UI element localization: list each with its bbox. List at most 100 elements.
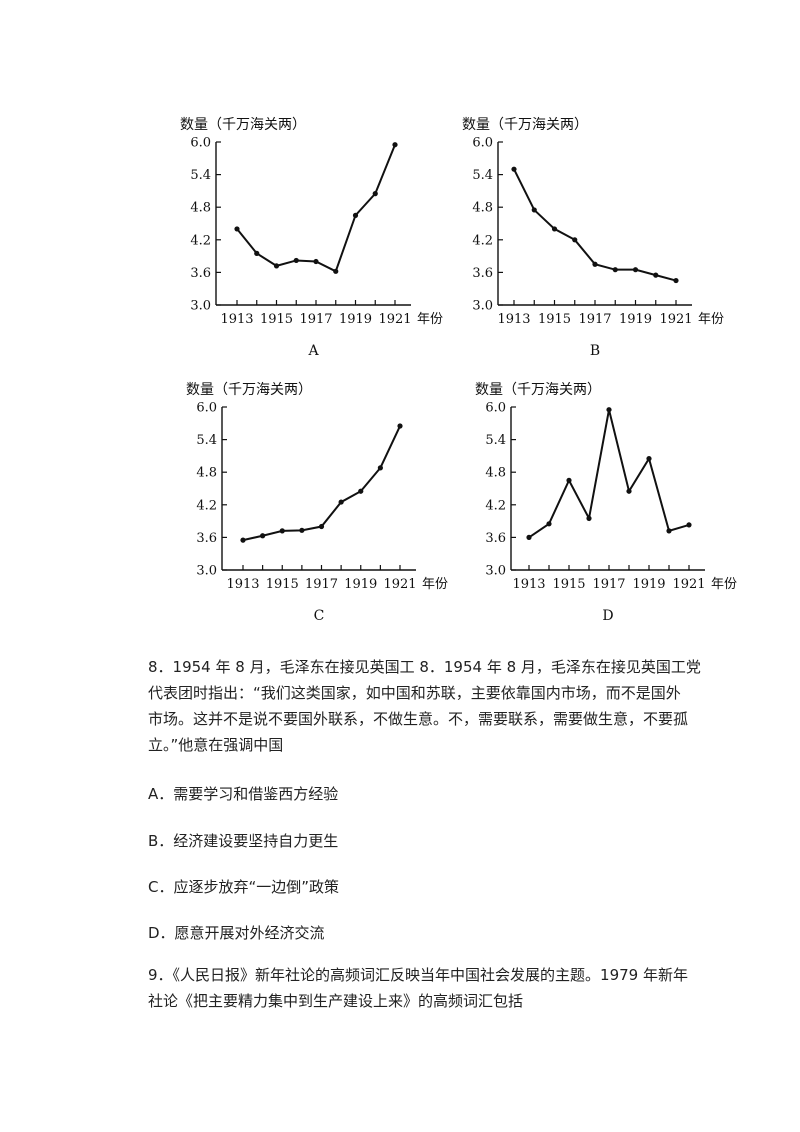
- x-tick-label: 1917: [299, 312, 332, 327]
- x-axis-label: 年份: [422, 577, 448, 592]
- x-tick-label: 1919: [344, 577, 377, 592]
- data-point: [299, 527, 305, 533]
- y-tick-label: 3.6: [472, 266, 493, 281]
- data-point: [397, 423, 403, 429]
- x-tick-label: 1913: [220, 312, 253, 327]
- x-tick-label: 1915: [538, 312, 571, 327]
- x-tick-label: 1921: [383, 577, 416, 592]
- data-point: [566, 477, 572, 483]
- data-point: [260, 533, 266, 539]
- data-point: [293, 257, 299, 264]
- x-tick-label: 1921: [672, 577, 705, 592]
- panel-label: D: [602, 608, 613, 624]
- data-point: [572, 237, 578, 243]
- x-tick-label: 1915: [552, 577, 585, 592]
- question-8-line: 市场。这并不是说不要国外联系，不做生意。不，需要联系，需要做生意，不要孤: [148, 710, 689, 728]
- x-tick-label: 1917: [305, 577, 338, 592]
- data-point: [273, 263, 280, 269]
- question-8-line: 8．1954 年 8 月，毛泽东在接见英国工 8．1954 年 8 月，毛泽东在…: [148, 658, 701, 676]
- x-tick-label: 1919: [632, 577, 665, 592]
- y-tick-label: 4.2: [485, 498, 506, 513]
- data-point: [279, 528, 285, 534]
- panel-label: B: [590, 343, 600, 359]
- x-axis-label: 年份: [417, 312, 443, 327]
- x-tick-label: 1915: [260, 312, 293, 327]
- question-8-option-b: B．经济建设要坚持自力更生: [148, 832, 339, 850]
- y-tick-label: 3.6: [196, 531, 217, 546]
- data-point: [318, 523, 325, 530]
- panel-label: A: [307, 343, 319, 359]
- x-tick-label: 1919: [619, 312, 652, 327]
- data-point: [352, 212, 359, 218]
- series-line: [242, 425, 401, 542]
- data-point: [358, 488, 364, 494]
- data-point: [551, 226, 558, 232]
- y-tick-label: 4.8: [196, 466, 217, 481]
- y-tick-label: 4.2: [472, 233, 493, 248]
- data-point: [392, 142, 398, 148]
- data-point: [592, 261, 598, 267]
- y-tick-label: 6.0: [190, 136, 211, 151]
- y-tick-label: 3.0: [190, 299, 211, 314]
- x-tick-label: 1917: [578, 312, 611, 327]
- series-line: [528, 409, 690, 539]
- data-point: [313, 258, 319, 265]
- x-tick-label: 1913: [497, 312, 530, 327]
- x-tick-label: 1921: [378, 312, 411, 327]
- data-point: [626, 488, 632, 494]
- y-axis-label: 数量（千万海关两）: [475, 382, 601, 398]
- question-8-option-a: A．需要学习和借鉴西方经验: [148, 785, 339, 803]
- data-point: [338, 499, 344, 505]
- data-point: [653, 272, 659, 278]
- x-tick-label: 1913: [512, 577, 545, 592]
- data-point: [511, 166, 517, 172]
- x-axis-label: 年份: [711, 577, 737, 592]
- y-tick-label: 4.8: [485, 466, 506, 481]
- y-axis-label: 数量（千万海关两）: [186, 382, 312, 398]
- y-tick-label: 5.4: [472, 168, 493, 183]
- y-tick-label: 3.0: [196, 564, 217, 579]
- data-point: [526, 534, 532, 541]
- y-tick-label: 3.6: [485, 531, 506, 546]
- data-point: [646, 456, 652, 462]
- y-axis-label: 数量（千万海关两）: [462, 117, 588, 133]
- data-point: [546, 521, 552, 527]
- y-tick-label: 6.0: [472, 136, 493, 151]
- data-point: [666, 528, 672, 534]
- y-tick-label: 6.0: [196, 401, 217, 416]
- question-9-line: 社论《把主要精力集中到生产建设上来》的高频词汇包括: [148, 992, 524, 1010]
- y-tick-label: 3.0: [472, 299, 493, 314]
- data-point: [333, 268, 339, 274]
- x-axis-label: 年份: [698, 312, 724, 327]
- x-tick-label: 1919: [339, 312, 372, 327]
- line-charts-figure: 3.0 3.6 4.2 4.8 5.4 6.0 1913 1915 1917 1919 1921 数量…: [180, 117, 737, 624]
- question-8-option-d: D．愿意开展对外经济交流: [148, 924, 325, 942]
- x-tick-label: 1921: [659, 312, 692, 327]
- data-point: [240, 537, 246, 543]
- y-tick-label: 5.4: [196, 433, 217, 448]
- x-tick-label: 1915: [266, 577, 299, 592]
- question-8-option-c: C．应逐步放弃“一边倒”政策: [148, 878, 340, 896]
- question-9-line: 9．《人民日报》新年社论的高频词汇反映当年中国社会发展的主题。1979 年新年: [148, 966, 688, 984]
- y-tick-label: 3.0: [485, 564, 506, 579]
- data-point: [234, 226, 240, 232]
- y-tick-label: 3.6: [190, 266, 211, 281]
- x-tick-label: 1917: [592, 577, 625, 592]
- data-point: [686, 522, 692, 528]
- data-point: [254, 250, 260, 256]
- data-point: [606, 407, 612, 413]
- y-tick-label: 6.0: [485, 401, 506, 416]
- y-tick-label: 5.4: [190, 168, 211, 183]
- question-8-line: 代表团时指出：“我们这类国家，如中国和苏联，主要依靠国内市场，而不是国外: [148, 684, 681, 702]
- data-point: [377, 465, 383, 471]
- y-tick-label: 4.2: [196, 498, 217, 513]
- y-tick-label: 4.2: [190, 233, 211, 248]
- y-axis-label: 数量（千万海关两）: [180, 117, 306, 133]
- question-8-stem: 8．1954 年 8 月，毛泽东在接见英国工 8．1954 年 8 月，毛泽东在…: [148, 654, 708, 758]
- question-9-stem: 9．《人民日报》新年社论的高频词汇反映当年中国社会发展的主题。1979 年新年 …: [148, 962, 708, 1014]
- x-tick-label: 1913: [226, 577, 259, 592]
- y-tick-label: 5.4: [485, 433, 506, 448]
- data-point: [372, 191, 378, 197]
- series-line: [236, 144, 396, 273]
- data-point: [586, 515, 592, 521]
